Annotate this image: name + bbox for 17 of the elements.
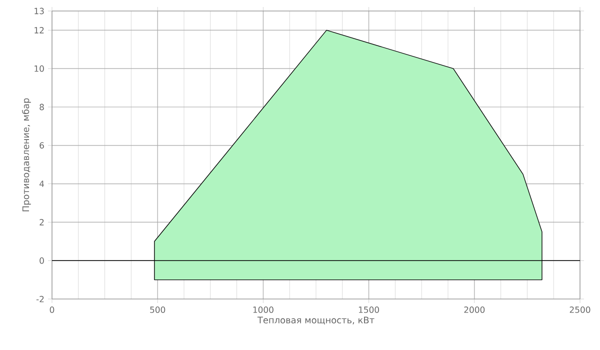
y-tick-label: 2 bbox=[40, 219, 44, 226]
x-tick-label: 500 bbox=[150, 306, 166, 313]
y-tick-label: 6 bbox=[40, 142, 44, 149]
y-tick-label: 0 bbox=[40, 257, 44, 264]
x-tick-label: 1500 bbox=[358, 306, 380, 313]
y-tick-label: 13 bbox=[34, 8, 44, 14]
y-tick-label: 10 bbox=[34, 65, 44, 72]
x-tick-label: 1000 bbox=[253, 306, 274, 313]
y-tick-label: 4 bbox=[40, 180, 44, 187]
x-tick-label: 0 bbox=[50, 306, 54, 313]
y-tick-label: 12 bbox=[34, 27, 44, 34]
x-tick-label: 2000 bbox=[464, 306, 485, 313]
x-axis-title: Тепловая мощность, кВт bbox=[257, 316, 374, 325]
x-tick-label: 2500 bbox=[570, 306, 590, 313]
y-tick-label: -2 bbox=[36, 296, 44, 302]
y-axis-title: Противодавление, мбар bbox=[22, 98, 31, 212]
y-tick-label: 8 bbox=[40, 104, 44, 110]
